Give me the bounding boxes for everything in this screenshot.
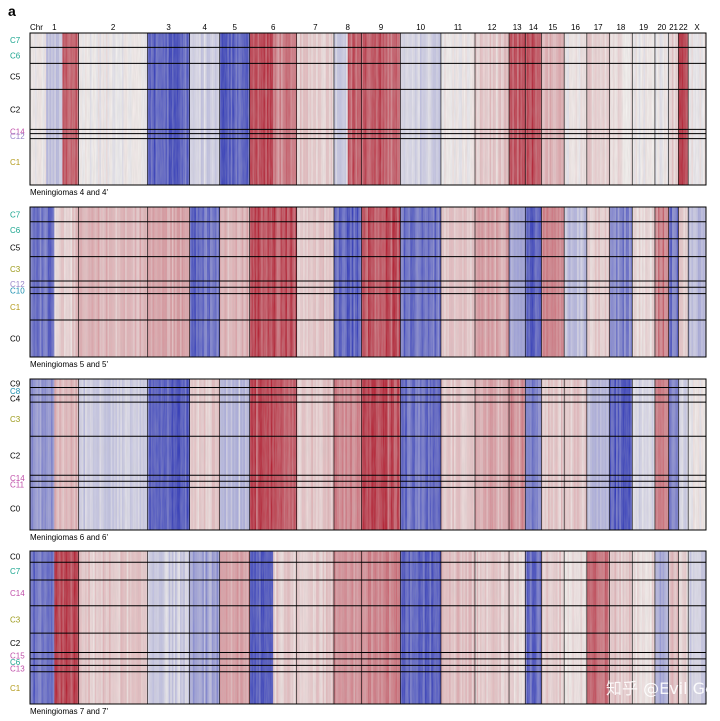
cluster-label-C1: C1 xyxy=(10,158,21,167)
chromosome-label-2: 2 xyxy=(111,23,116,32)
cluster-label-C4: C4 xyxy=(10,394,21,403)
cluster-label-C0: C0 xyxy=(10,335,21,344)
chromosome-label-11: 11 xyxy=(454,23,463,32)
chromosome-label-12: 12 xyxy=(488,23,497,32)
cluster-label-C10: C10 xyxy=(10,286,25,295)
heatmap-texture xyxy=(30,379,706,530)
cluster-label-C12: C12 xyxy=(10,132,25,141)
chromosome-label-18: 18 xyxy=(616,23,625,32)
panel-caption: Meningiomas 5 and 5' xyxy=(30,360,108,369)
cluster-label-C11: C11 xyxy=(10,480,25,489)
heatmap-texture xyxy=(30,551,706,704)
chromosome-label-9: 9 xyxy=(379,23,384,32)
chromosome-label-20: 20 xyxy=(657,23,666,32)
cluster-label-C7: C7 xyxy=(10,210,21,219)
cluster-label-C2: C2 xyxy=(10,639,21,648)
cluster-label-C6: C6 xyxy=(10,51,21,60)
chromosome-label-1: 1 xyxy=(52,23,57,32)
cluster-label-C7: C7 xyxy=(10,567,21,576)
cluster-label-C6: C6 xyxy=(10,658,21,667)
cluster-label-C8: C8 xyxy=(10,387,21,396)
cluster-label-C14: C14 xyxy=(10,589,25,598)
cluster-label-C14: C14 xyxy=(10,128,25,137)
chromosome-label-8: 8 xyxy=(346,23,351,32)
chromosome-header: 1 2 3 4 5 6 7 8 9 10 11 12 13 14 15 16 17 18 19 20 21 22 X xyxy=(52,23,700,32)
chromosome-label-17: 17 xyxy=(594,23,603,32)
chromosome-label-15: 15 xyxy=(548,23,557,32)
heatmap-panel-border xyxy=(29,378,707,531)
chromosome-label-3: 3 xyxy=(166,23,171,32)
panel-caption: Meningiomas 6 and 6' xyxy=(30,533,108,542)
cluster-label-C3: C3 xyxy=(10,415,21,424)
chromosome-label-16: 16 xyxy=(571,23,580,32)
cluster-label-C3: C3 xyxy=(10,265,21,274)
chromosome-label-X: X xyxy=(694,23,700,32)
chromosome-label-21: 21 xyxy=(669,23,678,32)
chromosome-label-13: 13 xyxy=(513,23,522,32)
cluster-label-C5: C5 xyxy=(10,72,21,81)
heatmap-texture xyxy=(30,33,706,185)
heatmap-panel-border xyxy=(29,206,707,358)
heatmap-texture xyxy=(30,207,706,357)
cluster-label-C13: C13 xyxy=(10,665,25,674)
heatmap-panel-border xyxy=(29,550,707,705)
cluster-label-C0: C0 xyxy=(10,553,21,562)
chromosome-label-22: 22 xyxy=(679,23,688,32)
cluster-label-C2: C2 xyxy=(10,105,21,114)
cluster-label-C1: C1 xyxy=(10,303,21,312)
chromosome-header-label: Chr xyxy=(30,23,43,32)
chromosome-label-10: 10 xyxy=(416,23,425,32)
chromosome-label-5: 5 xyxy=(232,23,237,32)
cluster-label-C5: C5 xyxy=(10,244,21,253)
panel-caption: Meningiomas 4 and 4' xyxy=(30,188,108,197)
chromosome-label-4: 4 xyxy=(202,23,207,32)
cluster-label-C9: C9 xyxy=(10,379,21,388)
cluster-label-C6: C6 xyxy=(10,226,21,235)
chromosome-label-6: 6 xyxy=(271,23,276,32)
chromosome-label-7: 7 xyxy=(313,23,318,32)
cluster-label-C1: C1 xyxy=(10,684,21,693)
cluster-label-C0: C0 xyxy=(10,505,21,514)
chromosome-label-19: 19 xyxy=(639,23,648,32)
cluster-label-C15: C15 xyxy=(10,652,25,661)
panel-caption: Meningiomas 7 and 7' xyxy=(30,707,108,716)
watermark-text: 知乎 @Evil Genius xyxy=(606,679,720,698)
cluster-label-C14: C14 xyxy=(10,474,25,483)
cluster-label-C7: C7 xyxy=(10,36,21,45)
cluster-label-C2: C2 xyxy=(10,452,21,461)
heatmap-panel-border xyxy=(29,32,707,186)
chromosome-label-14: 14 xyxy=(529,23,538,32)
cluster-label-C12: C12 xyxy=(10,280,25,289)
panel-letter: a xyxy=(8,3,16,19)
cluster-label-C3: C3 xyxy=(10,615,21,624)
